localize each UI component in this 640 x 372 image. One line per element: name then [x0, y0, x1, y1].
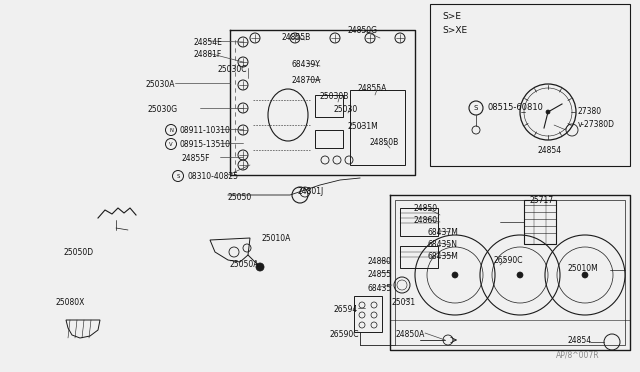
Text: 68435M: 68435M — [428, 252, 459, 261]
Text: 24880: 24880 — [368, 257, 392, 266]
Text: 26590C: 26590C — [494, 256, 524, 265]
Bar — [315, 95, 343, 117]
Text: 08310-40825: 08310-40825 — [187, 172, 238, 181]
Text: 24850G: 24850G — [348, 26, 378, 35]
Text: S: S — [474, 105, 478, 111]
Text: 25717: 25717 — [530, 196, 554, 205]
Text: 25050D: 25050D — [64, 248, 94, 257]
Text: 24854: 24854 — [538, 146, 562, 155]
Text: 08915-13510: 08915-13510 — [180, 140, 231, 149]
Circle shape — [452, 272, 458, 278]
Text: 08911-10310: 08911-10310 — [180, 126, 231, 135]
Text: 24855: 24855 — [368, 270, 392, 279]
Bar — [430, 4, 630, 166]
Text: 24855A: 24855A — [358, 84, 387, 93]
Text: 68435N: 68435N — [428, 240, 458, 249]
Text: AP/8^007R: AP/8^007R — [556, 351, 600, 360]
Circle shape — [546, 110, 550, 114]
Bar — [400, 208, 438, 236]
Text: v-27380D: v-27380D — [578, 120, 615, 129]
Text: 08515-60810: 08515-60810 — [487, 103, 543, 112]
Text: 26590C: 26590C — [330, 330, 360, 339]
Text: S>XE: S>XE — [442, 26, 467, 35]
Text: 24850: 24850 — [414, 204, 438, 213]
Text: 24801J: 24801J — [298, 187, 324, 196]
Text: 24854: 24854 — [567, 336, 591, 345]
Bar — [400, 246, 438, 268]
Text: 25030G: 25030G — [148, 105, 178, 114]
Bar — [354, 296, 382, 332]
Text: 24881F: 24881F — [193, 50, 221, 59]
Text: 25010A: 25010A — [262, 234, 291, 243]
Text: 25080X: 25080X — [56, 298, 85, 307]
Bar — [524, 200, 556, 244]
Text: 27380: 27380 — [578, 107, 602, 116]
Text: 25010M: 25010M — [567, 264, 598, 273]
Text: 25030C: 25030C — [218, 65, 248, 74]
Text: 24855F: 24855F — [182, 154, 211, 163]
Text: 24850A: 24850A — [396, 330, 426, 339]
Circle shape — [582, 272, 588, 278]
Text: 68439Y: 68439Y — [292, 60, 321, 69]
Text: 24850B: 24850B — [370, 138, 399, 147]
Text: 24854E: 24854E — [193, 38, 222, 47]
Text: 25050: 25050 — [228, 193, 252, 202]
Circle shape — [517, 272, 523, 278]
Text: 25031M: 25031M — [348, 122, 379, 131]
Text: S: S — [176, 173, 180, 179]
Text: 24860: 24860 — [414, 216, 438, 225]
Text: 68437M: 68437M — [428, 228, 459, 237]
Bar — [315, 130, 343, 148]
Bar — [350, 90, 405, 165]
Text: N: N — [169, 128, 173, 132]
Text: 25030B: 25030B — [320, 92, 349, 101]
Text: 25030A: 25030A — [145, 80, 175, 89]
Text: 68435: 68435 — [368, 284, 392, 293]
Text: 25050A: 25050A — [230, 260, 259, 269]
Bar — [395, 200, 625, 345]
Text: 26594: 26594 — [334, 305, 358, 314]
Text: 25030: 25030 — [334, 105, 358, 114]
Text: 24870A: 24870A — [292, 76, 321, 85]
Text: 24855B: 24855B — [282, 33, 311, 42]
Text: V: V — [169, 141, 173, 147]
Circle shape — [256, 263, 264, 271]
Text: 25031: 25031 — [392, 298, 416, 307]
Text: S>E: S>E — [442, 12, 461, 21]
